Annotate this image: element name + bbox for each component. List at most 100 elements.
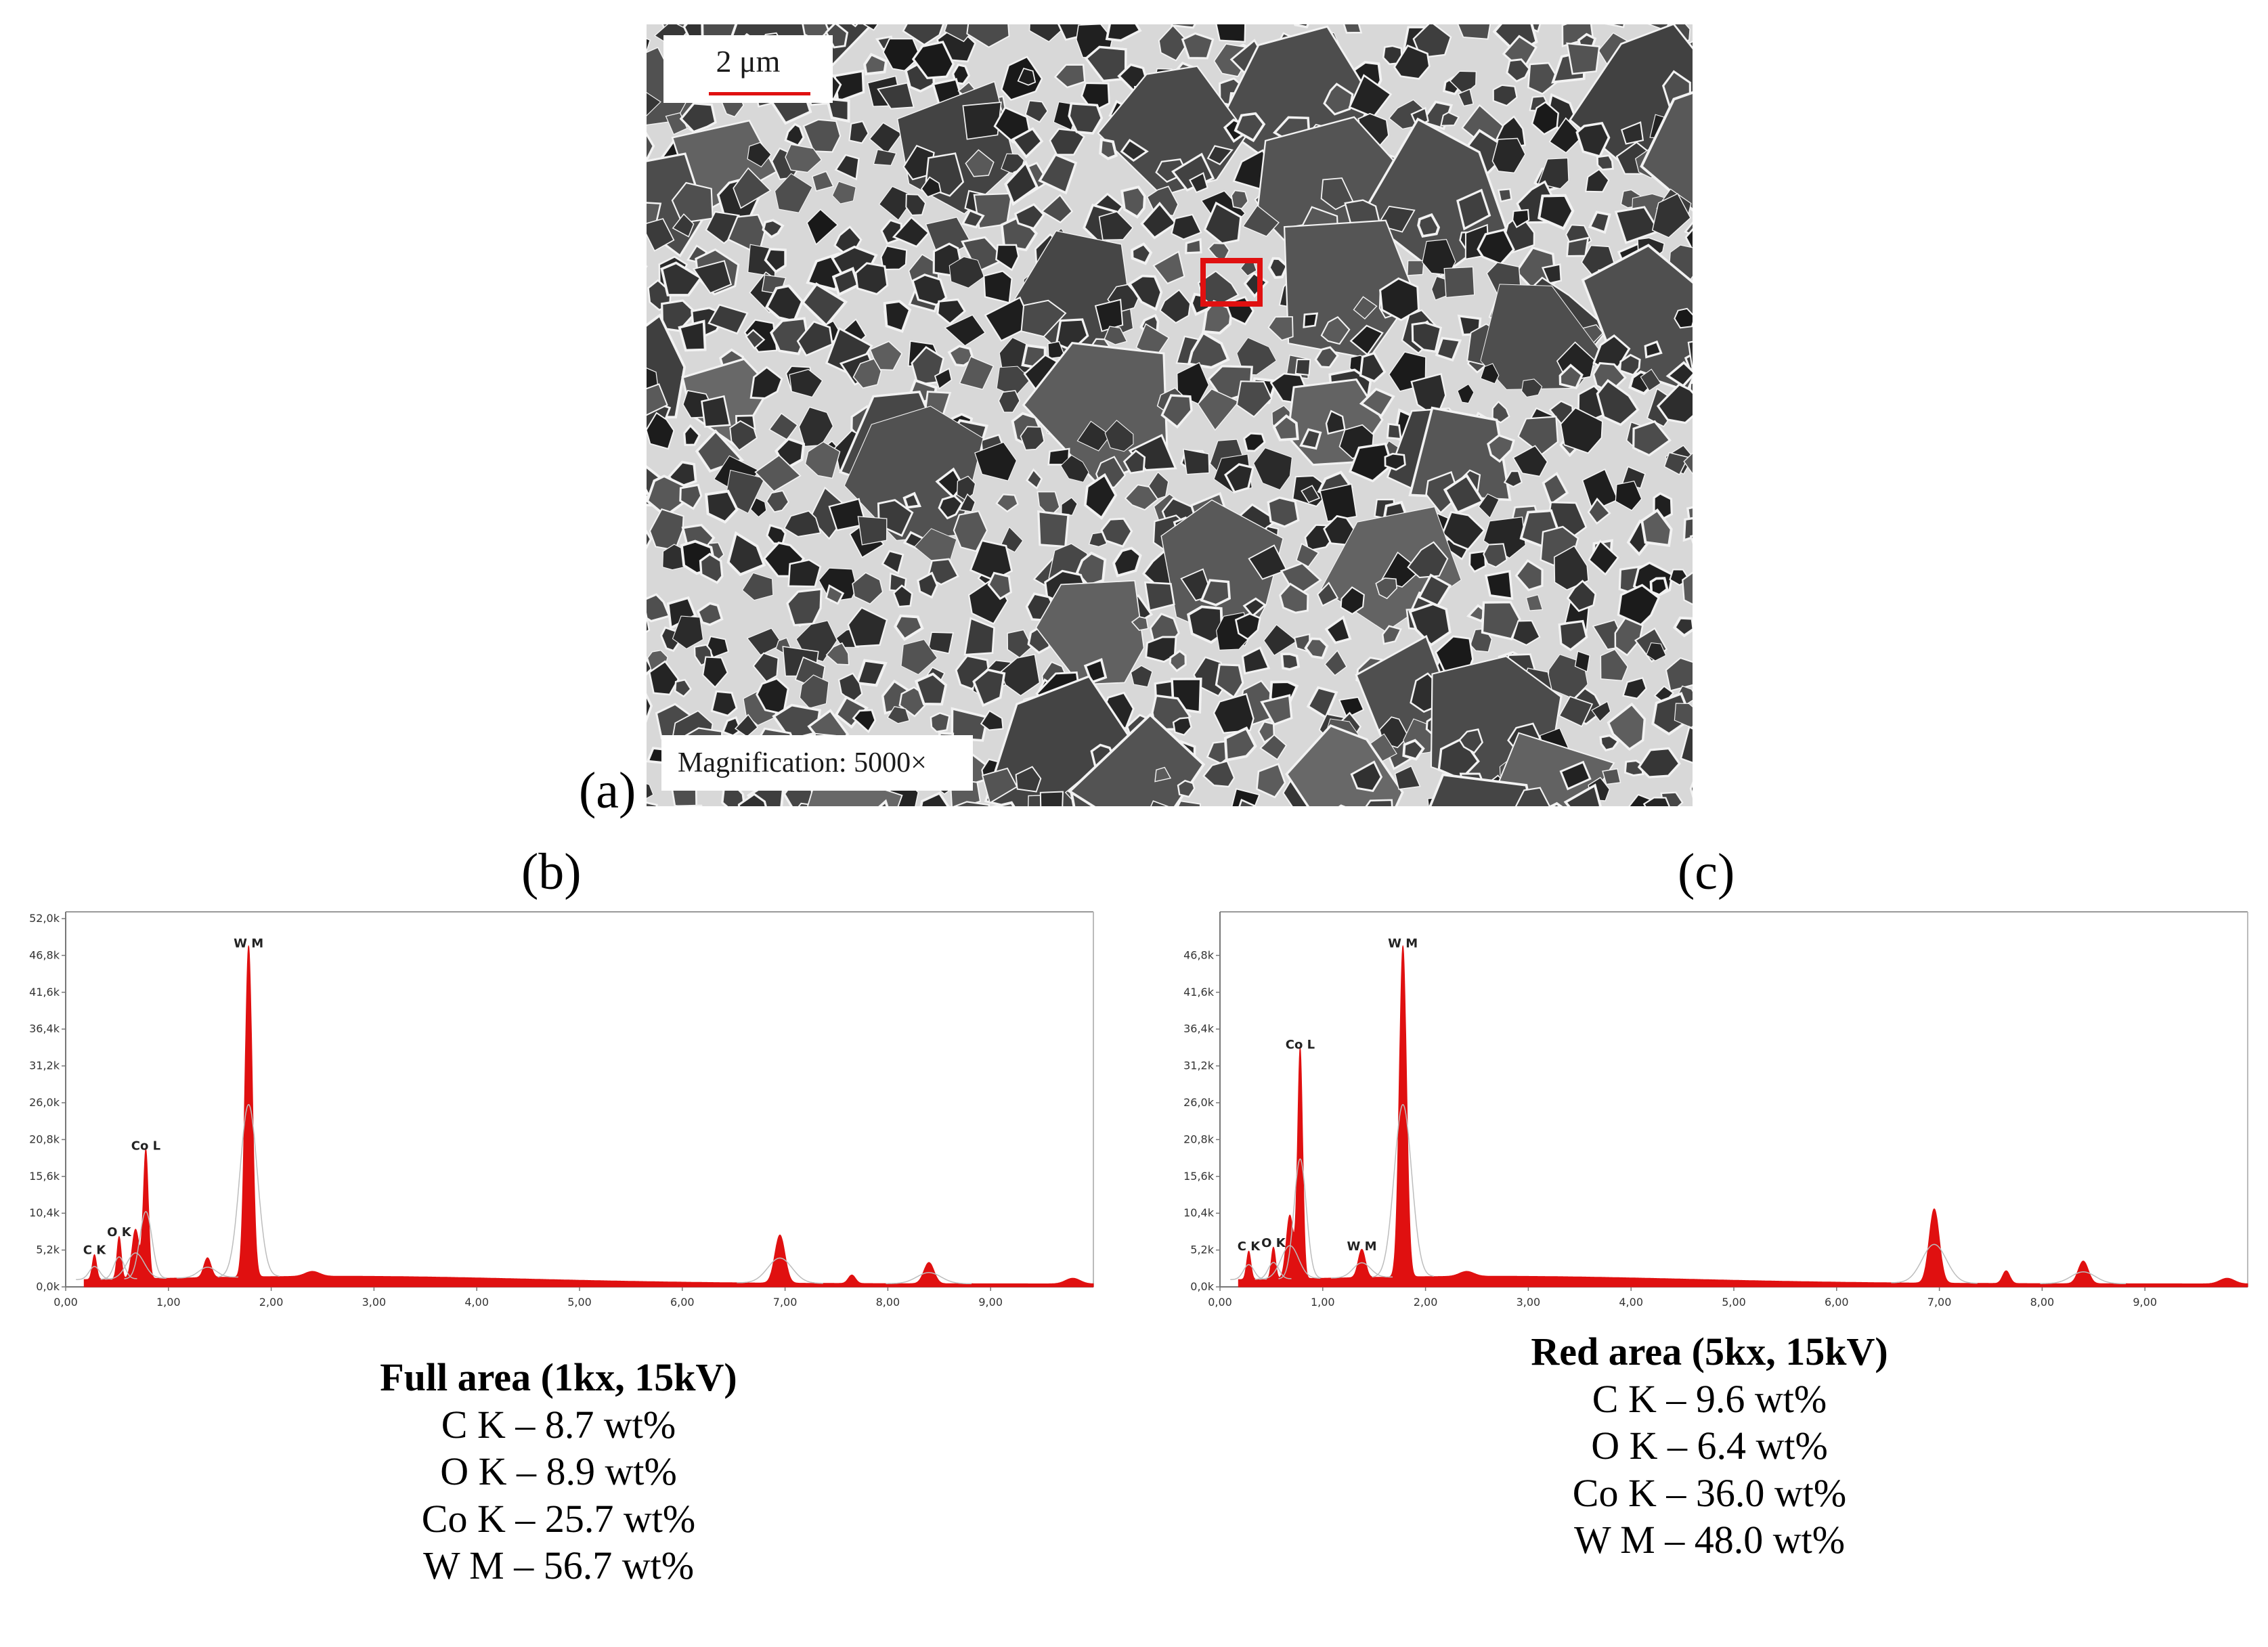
sem-grain: [679, 483, 703, 510]
sem-grain: [917, 571, 938, 599]
sem-grain: [1680, 725, 1693, 764]
sem-grain: [995, 493, 1019, 513]
fit-curve: [886, 1272, 972, 1285]
sem-grain: [1665, 361, 1693, 388]
sem-grain: [1566, 42, 1600, 75]
peak-label: C K: [83, 1243, 106, 1257]
sem-grain: [881, 550, 904, 575]
sem-grain: [877, 82, 915, 110]
sem-grain: [1236, 380, 1273, 418]
sem-grain: [647, 218, 675, 252]
sem-grain: [1596, 154, 1614, 171]
sem-grain: [811, 171, 835, 192]
sem-grain: [1566, 579, 1597, 613]
sem-grain: [1491, 137, 1526, 174]
sem-grain: [1234, 112, 1266, 143]
sem-grain: [1672, 616, 1693, 638]
sem-grain: [969, 540, 1013, 581]
sem-grain: [905, 194, 927, 216]
sem-grain: [1160, 394, 1193, 429]
sem-grain: [847, 607, 888, 648]
sem-grain: [741, 572, 774, 601]
sem-grain: [1181, 32, 1215, 60]
sem-grain: [1324, 649, 1347, 676]
sem-grain: [825, 97, 850, 123]
sem-grain: [1075, 551, 1107, 587]
peak-label: Co L: [131, 1139, 160, 1154]
sem-grain: [1278, 582, 1309, 614]
sem-grain: [1130, 665, 1153, 688]
sem-grain: [911, 273, 948, 307]
sem-grain: [962, 102, 1002, 140]
sem-grain: [1242, 597, 1267, 617]
composition-o: O K – 8.9 wt%: [440, 1449, 677, 1494]
sem-grain: [746, 628, 783, 656]
sem-grain: [1224, 463, 1255, 493]
sem-grain: [1004, 160, 1039, 206]
panel-b-label: (b): [521, 843, 582, 900]
sem-grain: [1197, 388, 1240, 431]
caption-title: Red area (5kx, 15kV): [1531, 1330, 1888, 1374]
sem-grain: [1143, 581, 1175, 612]
composition-co: Co K – 36.0 wt%: [1572, 1470, 1847, 1515]
fit-curve: [2040, 1271, 2127, 1285]
sem-grain: [873, 149, 897, 167]
sem-grain: [1517, 416, 1559, 456]
sem-grain: [1213, 693, 1255, 734]
sem-grain: [1127, 274, 1163, 311]
sem-grain: [1458, 88, 1475, 107]
sem-grain: [887, 705, 911, 724]
sem-grain: [1215, 24, 1246, 43]
composition-o: O K – 6.4 wt%: [1591, 1424, 1828, 1468]
sem-grain: [1294, 358, 1311, 376]
fit-curve: [737, 1257, 823, 1284]
sem-grain: [696, 602, 724, 626]
sem-grain: [747, 141, 772, 168]
sem-grain: [1280, 653, 1301, 671]
sem-grain: [834, 695, 869, 729]
sem-grain: [1651, 193, 1691, 238]
sem-grain: [1158, 24, 1190, 62]
sem-grain: [1112, 546, 1142, 577]
sem-grain: [1120, 185, 1146, 219]
sem-grain: [774, 173, 813, 213]
sem-grain: [1559, 760, 1592, 791]
sem-grain: [707, 303, 749, 335]
sem-grain: [729, 420, 758, 452]
sem-grain: [1514, 787, 1551, 806]
sem-grain: [1365, 799, 1393, 806]
sem-grain: [1558, 364, 1584, 390]
sem-grain: [647, 91, 661, 116]
sem-grain: [1553, 545, 1589, 591]
eds-spectrum-red-area-svg: 0,0k 5,2k 10,4k 15,6k 20,8k 26,0k 31,2k 36,4k 41…: [1183, 911, 2248, 1309]
sem-grain: [902, 491, 922, 509]
sem-grain: [1429, 773, 1532, 806]
sem-grain: [1314, 346, 1339, 369]
sem-grain: [1187, 605, 1223, 644]
x-tick-label: 8,00: [2030, 1296, 2055, 1309]
sem-grain: [1689, 535, 1693, 544]
sem-grain: [1683, 452, 1693, 475]
sem-grain: [1435, 336, 1462, 362]
sem-grain: [1621, 121, 1644, 145]
sem-grain: [1483, 516, 1526, 559]
sem-grain: [1600, 649, 1629, 682]
sem-grain: [1379, 277, 1420, 322]
sem-grain: [1689, 781, 1693, 799]
panel-a-label: (a): [579, 762, 636, 819]
sem-grain: [678, 320, 707, 352]
fit-curve: [176, 1267, 238, 1279]
sem-grain: [1272, 414, 1299, 441]
sem-grain: [1100, 517, 1133, 548]
sem-grain: [828, 498, 867, 531]
sem-grain: [1682, 571, 1693, 606]
sem-grain: [1531, 101, 1559, 135]
sem-grain: [1602, 768, 1621, 785]
sem-grain: [798, 406, 834, 447]
y-tick-label: 15,6k: [29, 1170, 60, 1183]
sem-grain: [1525, 594, 1544, 611]
sem-grain: [1024, 100, 1049, 123]
x-tick-label: 6,00: [1825, 1296, 1849, 1309]
sem-grain: [1548, 801, 1563, 806]
